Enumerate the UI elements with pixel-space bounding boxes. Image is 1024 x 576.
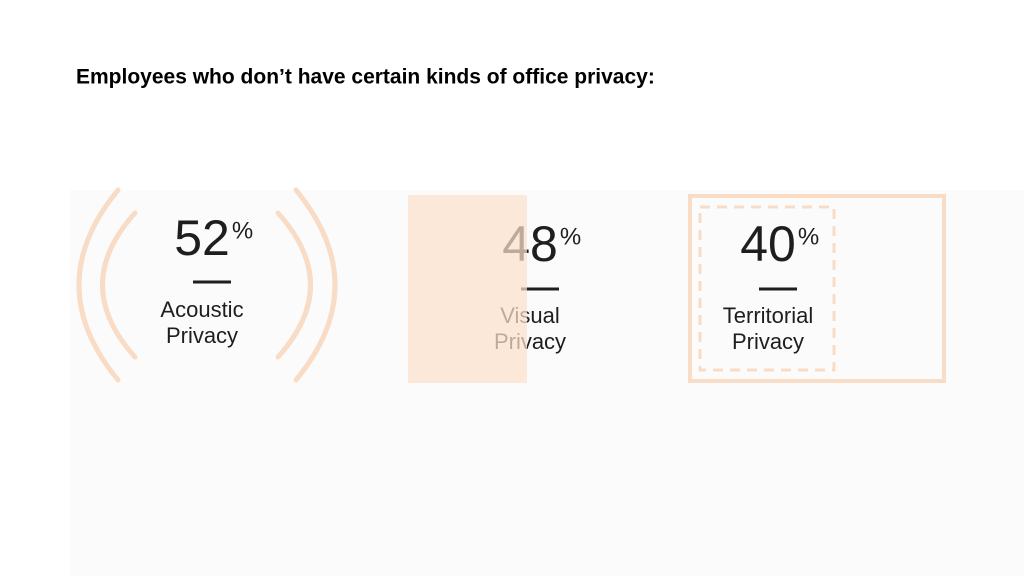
acoustic-icon xyxy=(76,187,338,383)
stat-unit: % xyxy=(560,223,581,250)
stat-label: Acoustic xyxy=(160,297,243,322)
stat-unit: % xyxy=(798,223,819,250)
stat-value: 52 xyxy=(174,210,230,266)
territorial-inner-frame xyxy=(698,205,836,372)
stat-label: Privacy xyxy=(166,323,238,348)
stat-label: Privacy xyxy=(732,329,804,354)
stat-label: Territorial xyxy=(723,303,813,328)
visual-icon xyxy=(408,195,527,383)
stat-value: 40 xyxy=(740,216,796,272)
title: Employees who don’t have certain kinds o… xyxy=(76,66,655,89)
stat-unit: % xyxy=(232,217,253,244)
territorial-outer-frame xyxy=(688,194,946,383)
